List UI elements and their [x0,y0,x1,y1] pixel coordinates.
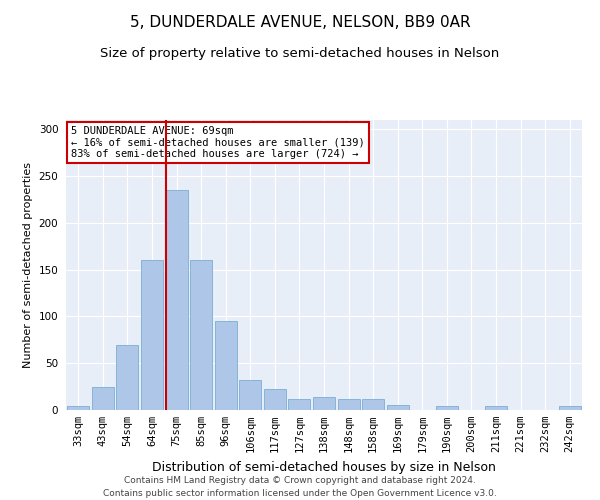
Bar [436,406,458,410]
Bar [386,406,409,410]
Bar [166,190,188,410]
Bar [190,260,212,410]
Bar [215,321,237,410]
Y-axis label: Number of semi-detached properties: Number of semi-detached properties [23,162,33,368]
Bar [116,344,139,410]
Bar [141,260,163,410]
Bar [485,406,507,410]
Bar [289,399,310,410]
Text: 5, DUNDERDALE AVENUE, NELSON, BB9 0AR: 5, DUNDERDALE AVENUE, NELSON, BB9 0AR [130,15,470,30]
Text: Contains HM Land Registry data © Crown copyright and database right 2024.
Contai: Contains HM Land Registry data © Crown c… [103,476,497,498]
Text: Size of property relative to semi-detached houses in Nelson: Size of property relative to semi-detach… [100,48,500,60]
Bar [338,399,359,410]
Bar [92,386,114,410]
Text: 5 DUNDERDALE AVENUE: 69sqm
← 16% of semi-detached houses are smaller (139)
83% o: 5 DUNDERDALE AVENUE: 69sqm ← 16% of semi… [71,126,365,159]
Bar [264,390,286,410]
Bar [559,406,581,410]
Bar [313,397,335,410]
Bar [239,380,262,410]
Bar [362,399,384,410]
Bar [67,406,89,410]
X-axis label: Distribution of semi-detached houses by size in Nelson: Distribution of semi-detached houses by … [152,460,496,473]
